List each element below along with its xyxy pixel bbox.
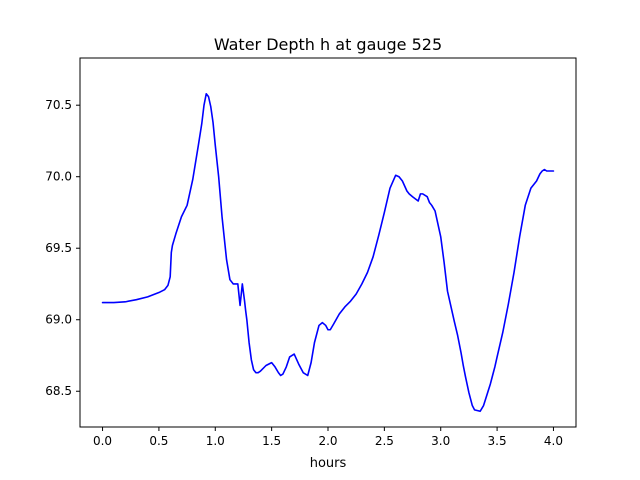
x-tick-label: 1.5 [262, 434, 281, 448]
y-tick-label: 68.5 [45, 384, 72, 398]
y-tick-label: 70.0 [45, 170, 72, 184]
data-line-series-1 [101, 92, 555, 413]
x-tick-label: 1.0 [206, 434, 225, 448]
x-tick-label: 2.5 [375, 434, 394, 448]
y-tick-label: 69.0 [45, 313, 72, 327]
x-tick-label: 3.0 [431, 434, 450, 448]
x-tick-label: 2.0 [318, 434, 337, 448]
x-tick-label: 4.0 [544, 434, 563, 448]
y-tick-label: 70.5 [45, 98, 72, 112]
x-axis-label: hours [310, 456, 347, 471]
chart-title: Water Depth h at gauge 525 [214, 35, 442, 54]
x-tick-label: 3.5 [488, 434, 507, 448]
x-tick-label: 0.0 [93, 434, 112, 448]
x-tick-label: 0.5 [149, 434, 168, 448]
y-tick-label: 69.5 [45, 241, 72, 255]
plot-area: 0.0 0.5 1.0 1.5 2.0 2.5 3.0 3.5 4.0 68.5 69.0 69.5 7… [45, 57, 577, 448]
